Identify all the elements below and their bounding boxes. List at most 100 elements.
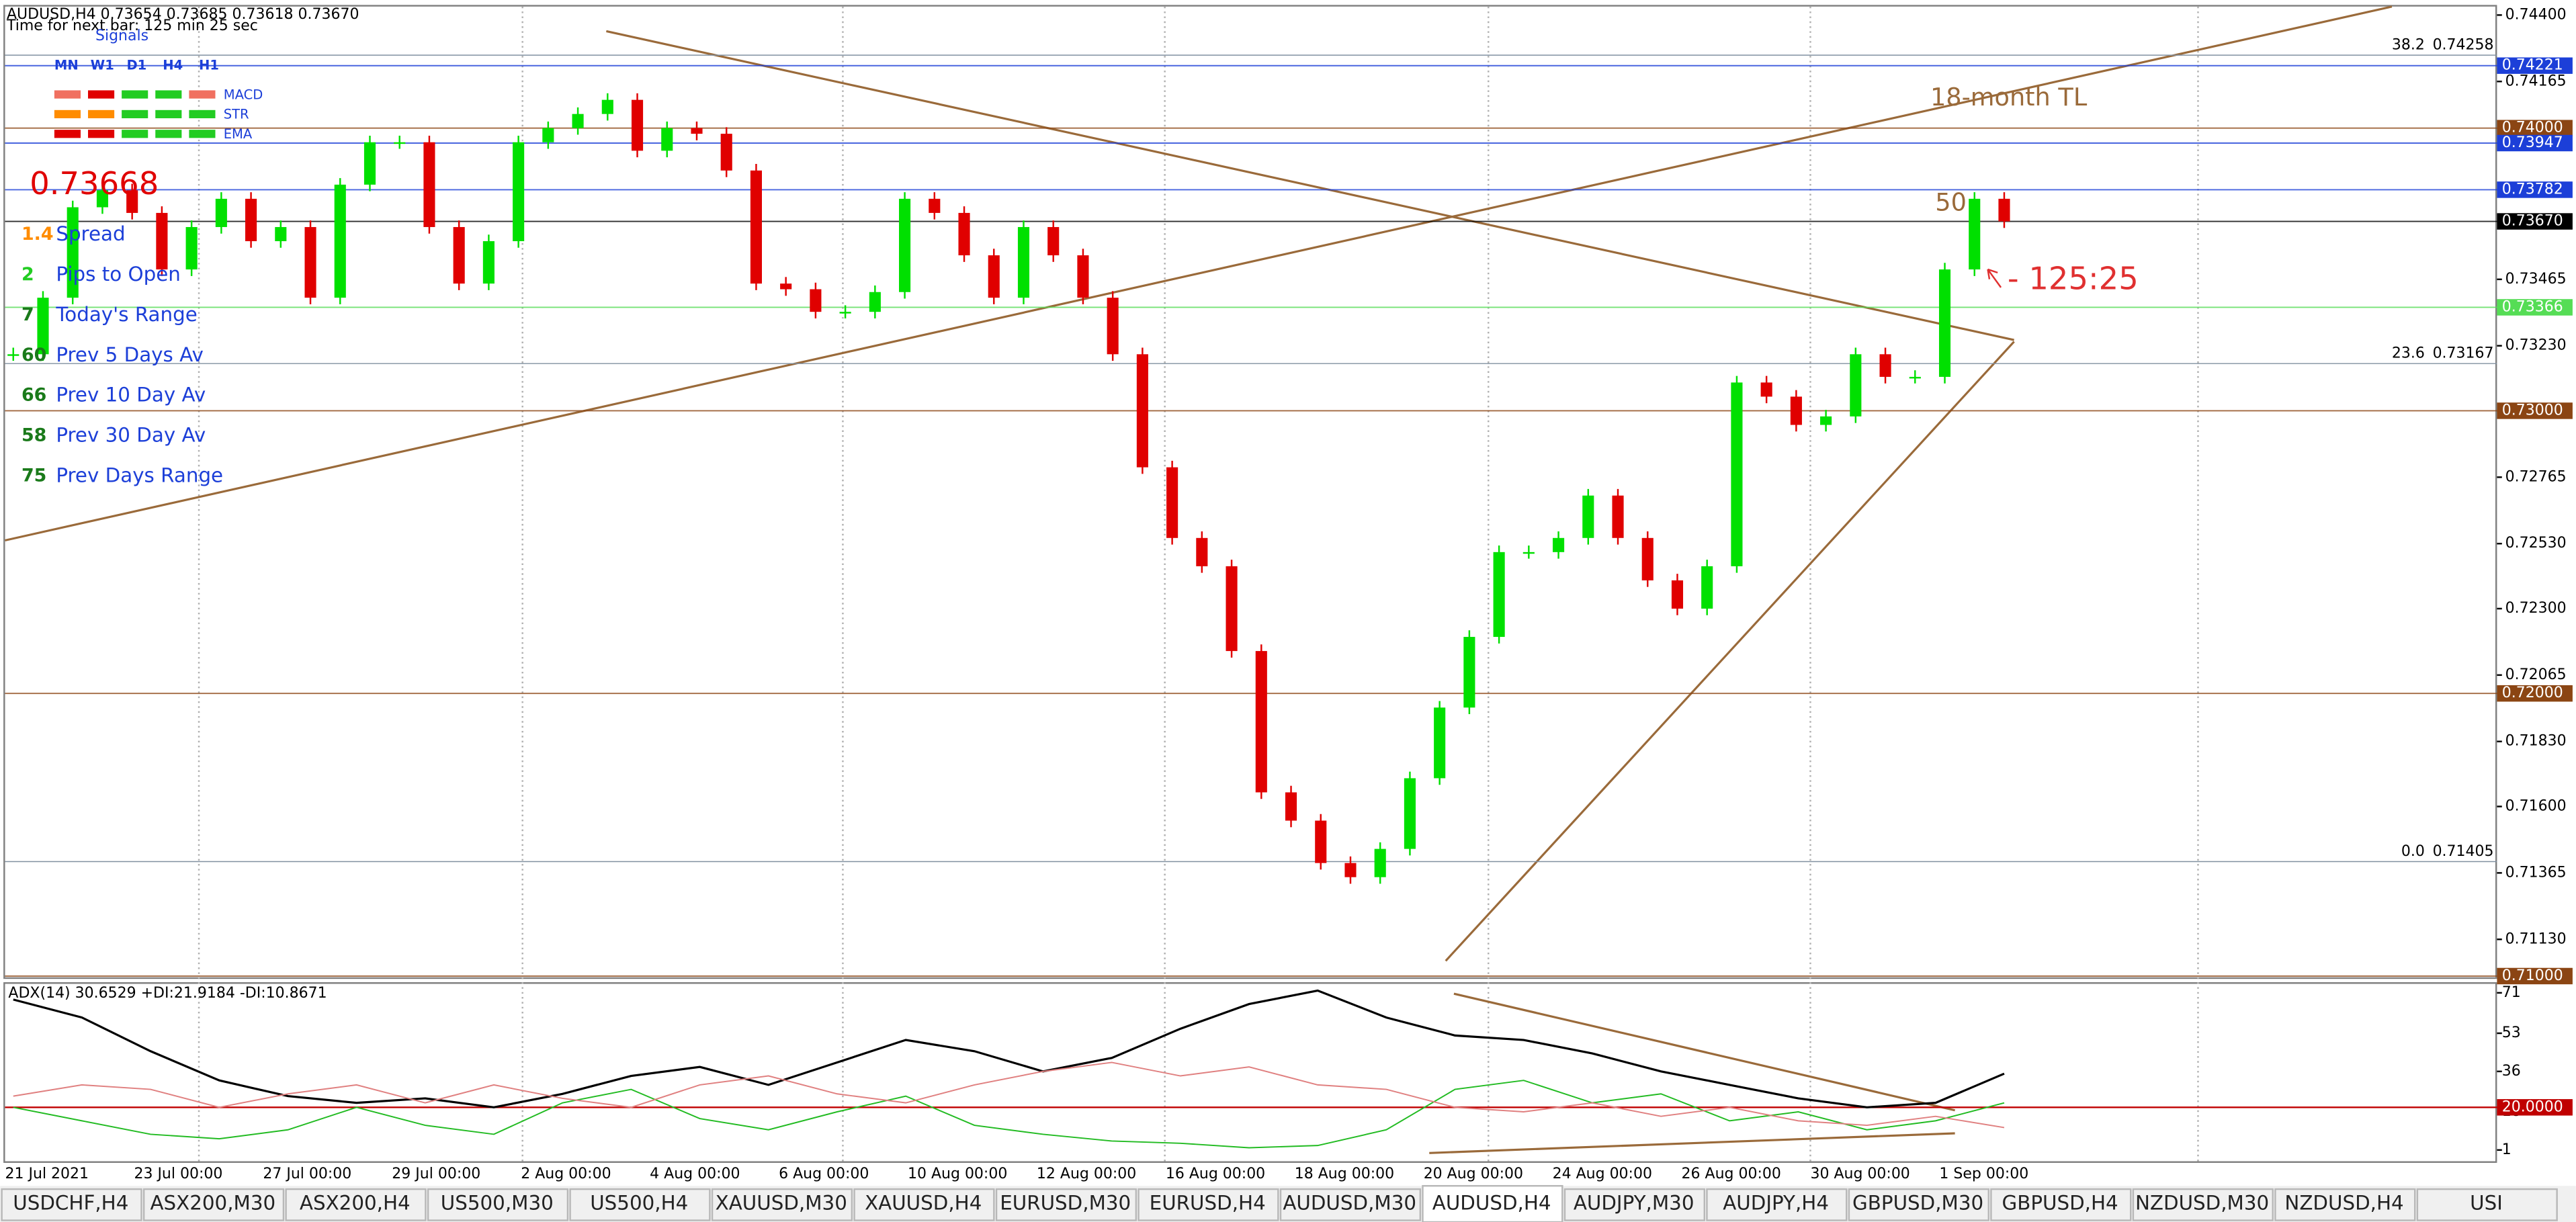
- signal-name: STR: [224, 107, 249, 122]
- tab[interactable]: ASX200,H4: [285, 1188, 427, 1221]
- candle: [1671, 580, 1684, 609]
- signal-name: MACD: [224, 87, 263, 102]
- candle: [1434, 707, 1446, 779]
- annotation: 50: [1935, 188, 1967, 217]
- candle: [1166, 467, 1178, 538]
- stat-label: Prev 5 Days Av: [56, 343, 204, 366]
- x-tick-label: 26 Aug 00:00: [1682, 1166, 1781, 1182]
- tab-label: AUDUSD,H4: [1432, 1192, 1551, 1215]
- candle: [1017, 226, 1030, 298]
- tab[interactable]: USI: [2416, 1188, 2558, 1221]
- fib-price: 0.71405: [2433, 843, 2494, 860]
- stat-label: Prev 30 Day Av: [56, 424, 206, 447]
- tab[interactable]: GBPUSD,M30: [1848, 1188, 1989, 1221]
- candle: [215, 198, 227, 227]
- signal-timeframe: MN: [54, 57, 79, 73]
- x-tick-label: 10 Aug 00:00: [908, 1166, 1007, 1182]
- level-label: 0.73782: [2502, 181, 2563, 198]
- tab[interactable]: NZDUSD,H4: [2274, 1188, 2416, 1221]
- price-panel-frame: [3, 5, 2497, 979]
- x-tick-label: 27 Jul 00:00: [263, 1166, 351, 1182]
- signal-cell: [54, 90, 81, 99]
- tab[interactable]: ASX200,M30: [142, 1188, 285, 1221]
- tab-bg: [1990, 1188, 2132, 1221]
- candle: [7, 354, 19, 356]
- level-box: [2497, 57, 2573, 74]
- fib-level: 23.6: [2392, 345, 2425, 362]
- level-label: 0.72000: [2502, 685, 2563, 701]
- tab[interactable]: XAUUSD,M30: [711, 1188, 853, 1221]
- tab[interactable]: AUDJPY,M30: [1563, 1188, 1706, 1221]
- tab[interactable]: USDCHF,H4: [1, 1188, 142, 1221]
- candle: [542, 128, 554, 142]
- candle: [1938, 269, 1951, 377]
- candle: [37, 298, 49, 355]
- tab[interactable]: EURUSD,H4: [1137, 1188, 1279, 1221]
- candle: [810, 289, 822, 312]
- candle: [839, 312, 851, 314]
- tab[interactable]: AUDUSD,M30: [1279, 1188, 1422, 1221]
- tab[interactable]: XAUUSD,H4: [853, 1188, 995, 1221]
- signal-cell: [189, 90, 216, 99]
- tab-bg: [711, 1188, 853, 1221]
- candle: [185, 226, 198, 270]
- candle: [1493, 552, 1505, 638]
- tab[interactable]: NZDUSD,M30: [2132, 1188, 2274, 1221]
- tab[interactable]: AUDUSD,H4: [1422, 1184, 1563, 1222]
- chart-header: AUDUSD,H4 0.73654 0.73685 0.73618 0.7367…: [7, 6, 359, 23]
- level-label: 0.73947: [2502, 134, 2563, 151]
- level-label: 0.73000: [2502, 402, 2563, 419]
- level-box: [2497, 181, 2573, 198]
- tab[interactable]: AUDJPY,H4: [1706, 1188, 1848, 1221]
- candle: [1969, 198, 1981, 270]
- signals-title: Signals: [95, 28, 148, 44]
- tab[interactable]: EURUSD,M30: [995, 1188, 1137, 1221]
- candle: [1226, 566, 1238, 652]
- candle: [1731, 382, 1743, 566]
- candle: [631, 99, 644, 151]
- trendline-down: [606, 30, 2014, 341]
- candle: [958, 212, 970, 256]
- stat-value: 75: [22, 466, 46, 486]
- signal-timeframe: W1: [91, 57, 114, 73]
- tab-label: EURUSD,M30: [1000, 1192, 1131, 1215]
- x-tick-label: 20 Aug 00:00: [1424, 1166, 1523, 1182]
- tab-label: NZDUSD,H4: [2284, 1192, 2403, 1215]
- tab[interactable]: US500,M30: [427, 1188, 569, 1221]
- tab-label: XAUUSD,H4: [865, 1192, 982, 1215]
- x-tick-label: 16 Aug 00:00: [1166, 1166, 1265, 1182]
- candle: [1641, 537, 1654, 580]
- tab-bg: [2416, 1188, 2558, 1221]
- tab-label: US500,H4: [590, 1192, 688, 1215]
- candle: [1998, 198, 2010, 222]
- candle: [275, 226, 287, 242]
- x-tick-label: 1 Sep 00:00: [1939, 1166, 2028, 1182]
- candle: [1760, 382, 1772, 397]
- tab-bg: [1848, 1188, 1989, 1221]
- tab-bg: [142, 1188, 285, 1221]
- y-tick-label: 0.72530: [2505, 535, 2567, 552]
- fib-level: 38.2: [2392, 36, 2425, 53]
- tab[interactable]: GBPUSD,H4: [1990, 1188, 2132, 1221]
- candle: [1463, 637, 1475, 708]
- y-tick-label: 0.72065: [2505, 666, 2567, 683]
- candle: [96, 190, 109, 208]
- signal-cell: [88, 130, 115, 138]
- candle: [1255, 651, 1267, 793]
- level-box: [2497, 134, 2573, 152]
- tab-bg: [2274, 1188, 2416, 1221]
- tab-bg: [853, 1188, 995, 1221]
- level-box: [2497, 213, 2573, 230]
- signal-cell: [155, 110, 182, 119]
- tab[interactable]: US500,H4: [569, 1188, 711, 1221]
- adx-line: [13, 1080, 2005, 1149]
- adx-title: ADX(14) 30.6529 +DI:21.9184 -DI:10.8671: [8, 985, 327, 1002]
- candle: [1553, 537, 1565, 552]
- candle: [720, 134, 732, 171]
- tab-label: USDCHF,H4: [13, 1192, 128, 1215]
- level-box: [2497, 402, 2573, 419]
- tab-bg: [1279, 1188, 1422, 1221]
